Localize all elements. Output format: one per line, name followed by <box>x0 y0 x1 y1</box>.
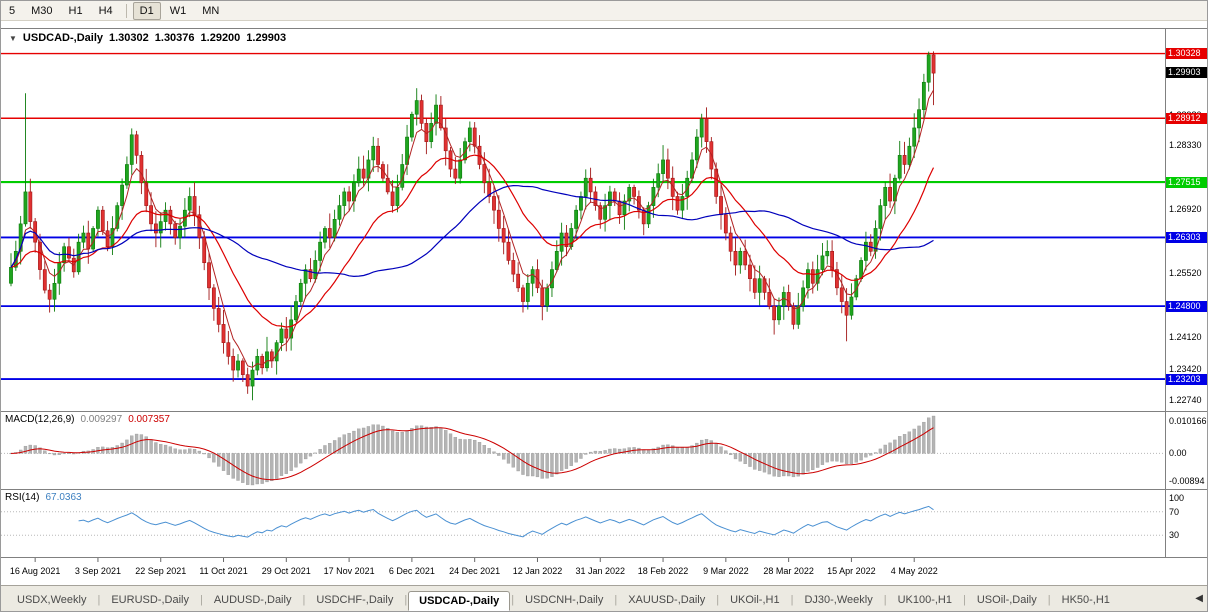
date-axis-label: 16 Aug 2021 <box>9 566 61 576</box>
date-axis-label: 11 Oct 2021 <box>199 566 248 576</box>
date-axis-label: 17 Nov 2021 <box>323 566 375 576</box>
chart-close-value: 1.29903 <box>246 32 287 44</box>
date-axis-label: 6 Dec 2021 <box>388 566 435 576</box>
tab-separator: | <box>614 593 618 606</box>
rsi-indicator-label: RSI(14) 67.0363 <box>5 492 82 503</box>
date-axis-label: 9 Mar 2022 <box>703 566 749 576</box>
horizontal-level-lines <box>1 52 1165 380</box>
macd-axis-bottom-label: -0.00894 <box>1169 476 1205 486</box>
chart-open-value: 1.30302 <box>109 32 149 44</box>
price-level-badge: 1.28912 <box>1166 112 1207 124</box>
tab-separator: | <box>1047 593 1051 606</box>
tab-separator: | <box>716 593 720 606</box>
symbol-tab-ukoil-h1[interactable]: UKOil-,H1 <box>730 593 780 606</box>
macd-main-value: 0.009297 <box>80 414 123 425</box>
price-axis-label: 1.22740 <box>1169 395 1202 406</box>
symbol-tab-usdcad-daily[interactable]: USDCAD-,Daily <box>408 590 511 611</box>
price-level-badge: 1.26303 <box>1166 231 1207 243</box>
symbol-tab-usdcnh-daily[interactable]: USDCNH-,Daily <box>525 593 604 606</box>
candles <box>9 51 936 401</box>
chart-title: ▼ USDCAD-,Daily 1.30302 1.30376 1.29200 … <box>9 32 286 44</box>
symbol-tab-xauusd-daily[interactable]: XAUUSD-,Daily <box>628 593 706 606</box>
rsi-name: RSI(14) <box>5 492 40 503</box>
timeframe-button-h1[interactable]: H1 <box>68 4 83 17</box>
tab-separator: | <box>511 593 515 606</box>
date-ticks <box>34 558 915 562</box>
date-axis-label: 12 Jan 2022 <box>512 566 563 576</box>
chart-symbol-period: USDCAD-,Daily <box>22 32 103 44</box>
tab-scroll-left-icon[interactable]: ◀ <box>1195 593 1203 604</box>
rsi-value: 67.0363 <box>45 492 82 503</box>
macd-name: MACD(12,26,9) <box>5 414 75 425</box>
symbol-tab-uk100-h1[interactable]: UK100-,H1 <box>897 593 952 606</box>
tab-separator: | <box>963 593 966 606</box>
tab-separator: | <box>883 593 887 606</box>
timeframe-button-m30[interactable]: M30 <box>31 4 53 17</box>
price-axis-label: 1.25520 <box>1169 268 1202 279</box>
date-axis-label: 18 Feb 2022 <box>637 566 689 576</box>
tab-separator: | <box>790 593 794 606</box>
macd-indicator-label: MACD(12,26,9) 0.009297 0.007357 <box>5 414 170 425</box>
symbol-tab-usdx-weekly[interactable]: USDX,Weekly <box>17 593 87 606</box>
price-level-badge: 1.23203 <box>1166 373 1207 385</box>
rsi-axis-100-label: 100 <box>1169 493 1185 503</box>
date-axis-label: 4 May 2022 <box>890 566 938 576</box>
symbol-tab-audusd-daily[interactable]: AUDUSD-,Daily <box>213 593 292 606</box>
collapse-triangle-icon[interactable]: ▼ <box>9 33 17 43</box>
symbol-tab-bar: USDX,Weekly | EURUSD-,Daily | AUDUSD-,Daily |… <box>1 585 1207 611</box>
timeframe-button-5[interactable]: 5 <box>9 4 16 17</box>
price-axis-label: 1.24120 <box>1169 332 1202 343</box>
macd-axis-zero-label: 0.00 <box>1169 448 1187 459</box>
timeframe-button-mn[interactable]: MN <box>202 4 220 17</box>
price-level-badge: 1.30328 <box>1166 48 1207 60</box>
timeframe-button-d1[interactable]: D1 <box>132 1 161 20</box>
chart-low-value: 1.29200 <box>200 32 241 44</box>
rsi-axis-70-label: 70 <box>1169 506 1180 517</box>
tab-separator: | <box>199 593 203 606</box>
price-axis-label: 1.26920 <box>1169 204 1202 215</box>
tab-separator: | <box>97 593 101 606</box>
date-axis-label: 29 Oct 2021 <box>261 566 311 576</box>
date-axis-label: 3 Sep 2021 <box>74 566 121 576</box>
date-axis-label: 24 Dec 2021 <box>449 566 501 576</box>
rsi-panel <box>1 505 1165 538</box>
date-axis-label: 31 Jan 2022 <box>575 566 626 576</box>
timeframe-toolbar: 5 M30 H1 H4 D1 W1 MN <box>1 1 1207 21</box>
timeframe-button-w1[interactable]: W1 <box>169 4 187 17</box>
date-axis-label: 28 Mar 2022 <box>763 566 814 576</box>
symbol-tab-usdchf-daily[interactable]: USDCHF-,Daily <box>316 593 394 606</box>
symbol-tab-usoil-daily[interactable]: USOil-,Daily <box>976 593 1037 606</box>
timeframe-button-h4[interactable]: H4 <box>98 4 113 17</box>
symbol-tab-eurusd-daily[interactable]: EURUSD-,Daily <box>111 593 189 606</box>
tab-separator: | <box>404 593 408 606</box>
macd-signal-value: 0.007357 <box>128 414 170 425</box>
price-axis-label: 1.28330 <box>1169 139 1202 150</box>
tab-separator: | <box>302 593 306 606</box>
macd-axis-top-label: 0.010166 <box>1169 416 1207 426</box>
symbol-tab-dj30-weekly[interactable]: DJ30-,Weekly <box>804 593 873 606</box>
price-level-badge: 1.24800 <box>1166 300 1207 312</box>
date-axis-label: 15 Apr 2022 <box>827 566 876 576</box>
price-level-badge: 1.27515 <box>1166 176 1207 188</box>
chart-high-value: 1.30376 <box>154 32 195 44</box>
macd-panel <box>1 415 1165 486</box>
symbol-tab-hk50-h1[interactable]: HK50-,H1 <box>1061 593 1110 606</box>
moving-average-lines <box>10 89 935 368</box>
date-axis-label: 22 Sep 2021 <box>135 566 187 576</box>
price-axis-label: 1.23420 <box>1169 364 1202 375</box>
panel-separators <box>1 28 1207 558</box>
rsi-axis-30-label: 30 <box>1169 530 1180 541</box>
current-price-badge: 1.29903 <box>1166 67 1207 79</box>
toolbar-separator <box>125 3 127 18</box>
